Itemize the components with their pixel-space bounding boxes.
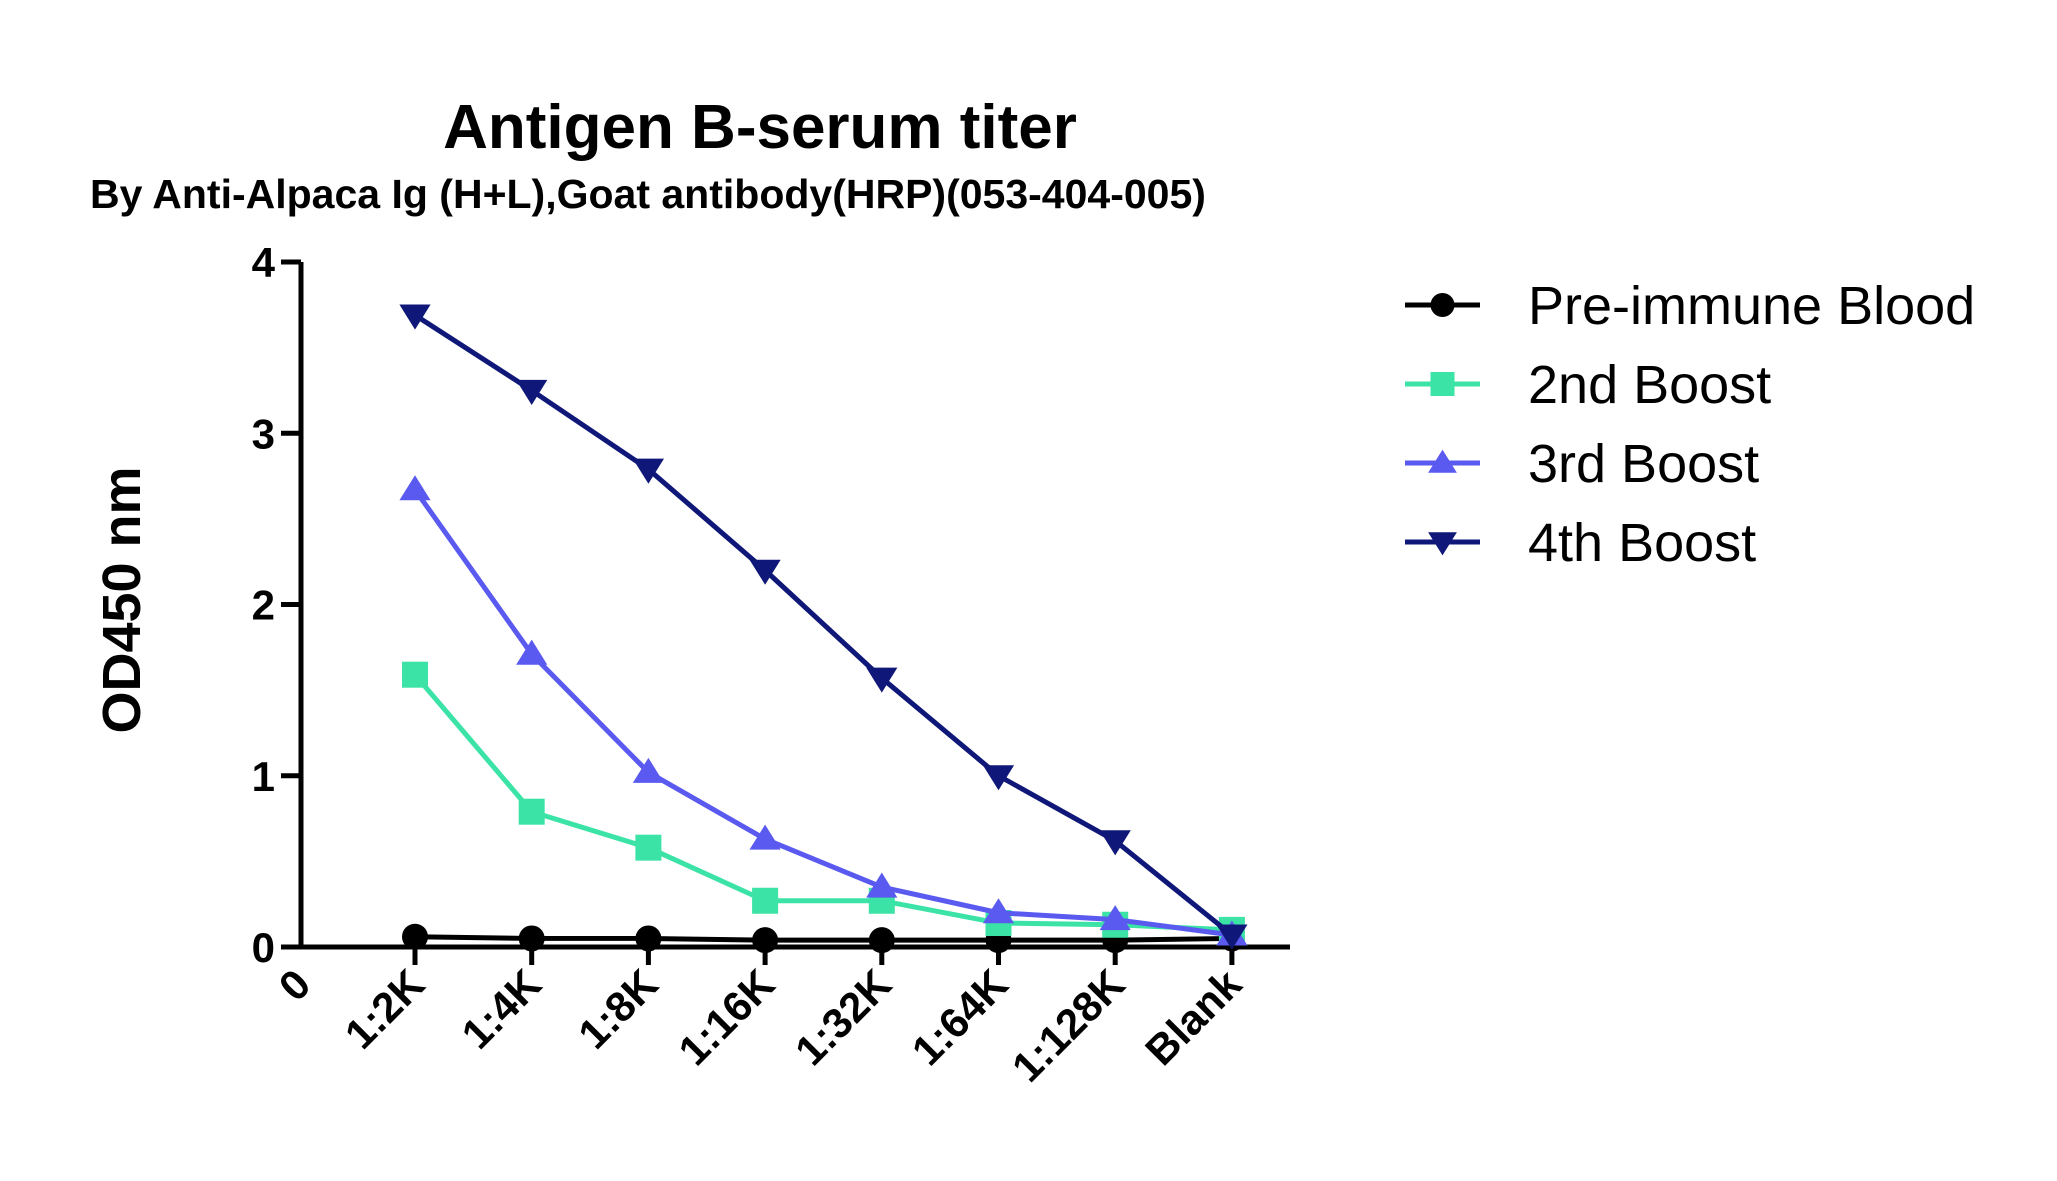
data-point	[402, 923, 428, 950]
legend-item-3: 4th Boost	[1405, 513, 1756, 573]
data-point	[1099, 905, 1131, 931]
x-tick-label: 1:4K	[452, 960, 550, 1058]
chart-title: Antigen B-serum titer	[443, 93, 1077, 162]
data-point	[1099, 830, 1131, 856]
series-line	[412, 488, 1233, 938]
data-point	[982, 898, 1015, 924]
y-tick-label: 4	[252, 239, 276, 286]
data-point	[399, 304, 431, 330]
data-point	[868, 927, 895, 954]
x-tick-label: 1:2K	[336, 960, 434, 1058]
data-point	[866, 872, 898, 898]
series-1	[402, 661, 1245, 943]
y-tick-label: 3	[252, 410, 275, 457]
x-tick-label: 1:128K	[1003, 960, 1134, 1091]
series-layer	[399, 304, 1248, 954]
legend-marker	[1430, 372, 1455, 396]
data-point	[632, 757, 664, 783]
series-line	[413, 312, 1234, 937]
data-point	[866, 667, 898, 693]
series-3	[399, 304, 1248, 950]
x-origin-label: 0	[270, 960, 320, 1010]
x-tick-label: Blank	[1136, 960, 1251, 1075]
legend-label: Pre-immune Blood	[1528, 276, 1975, 336]
legend-label: 2nd Boost	[1528, 355, 1771, 415]
legend: Pre-immune Blood 2nd Boost 3rd Boost 4th Bo…	[1405, 276, 1975, 573]
legend-item-2: 3rd Boost	[1405, 434, 1759, 494]
legend-item-0: Pre-immune Blood	[1405, 276, 1975, 336]
data-point	[632, 458, 664, 484]
legend-item-1: 2nd Boost	[1405, 355, 1771, 415]
data-point	[749, 824, 781, 850]
legend-marker	[1428, 449, 1457, 473]
data-point	[635, 834, 662, 861]
data-point	[749, 559, 781, 585]
chart-subtitle: By Anti-Alpaca Ig (H+L),Goat antibody(HR…	[90, 171, 1206, 217]
data-point	[982, 765, 1015, 791]
series-2	[399, 475, 1248, 946]
x-tick-label: 1:8K	[569, 960, 667, 1058]
x-tick-label: 1:32K	[786, 960, 900, 1074]
data-point	[752, 927, 779, 954]
y-tick-label: 1	[252, 753, 275, 800]
data-point	[752, 887, 779, 914]
y-axis-label: OD450 nm	[92, 466, 152, 733]
data-point	[516, 639, 548, 665]
y-tick-label: 0	[252, 924, 275, 971]
y-tick-label: 2	[252, 582, 275, 629]
legend-label: 4th Boost	[1528, 513, 1756, 573]
legend-label: 3rd Boost	[1528, 434, 1759, 494]
data-point	[635, 925, 662, 952]
legend-marker	[1428, 532, 1457, 556]
x-tick-label: 1:64K	[903, 960, 1017, 1074]
legend-marker	[1430, 293, 1455, 317]
x-tick-label: 1:16K	[669, 960, 783, 1074]
data-point	[518, 798, 545, 825]
series-line	[413, 673, 1233, 933]
data-point	[516, 379, 548, 405]
data-point	[402, 661, 428, 688]
data-point	[1216, 924, 1248, 950]
data-point	[518, 925, 545, 952]
data-point	[399, 475, 431, 501]
series-line	[414, 934, 1232, 943]
